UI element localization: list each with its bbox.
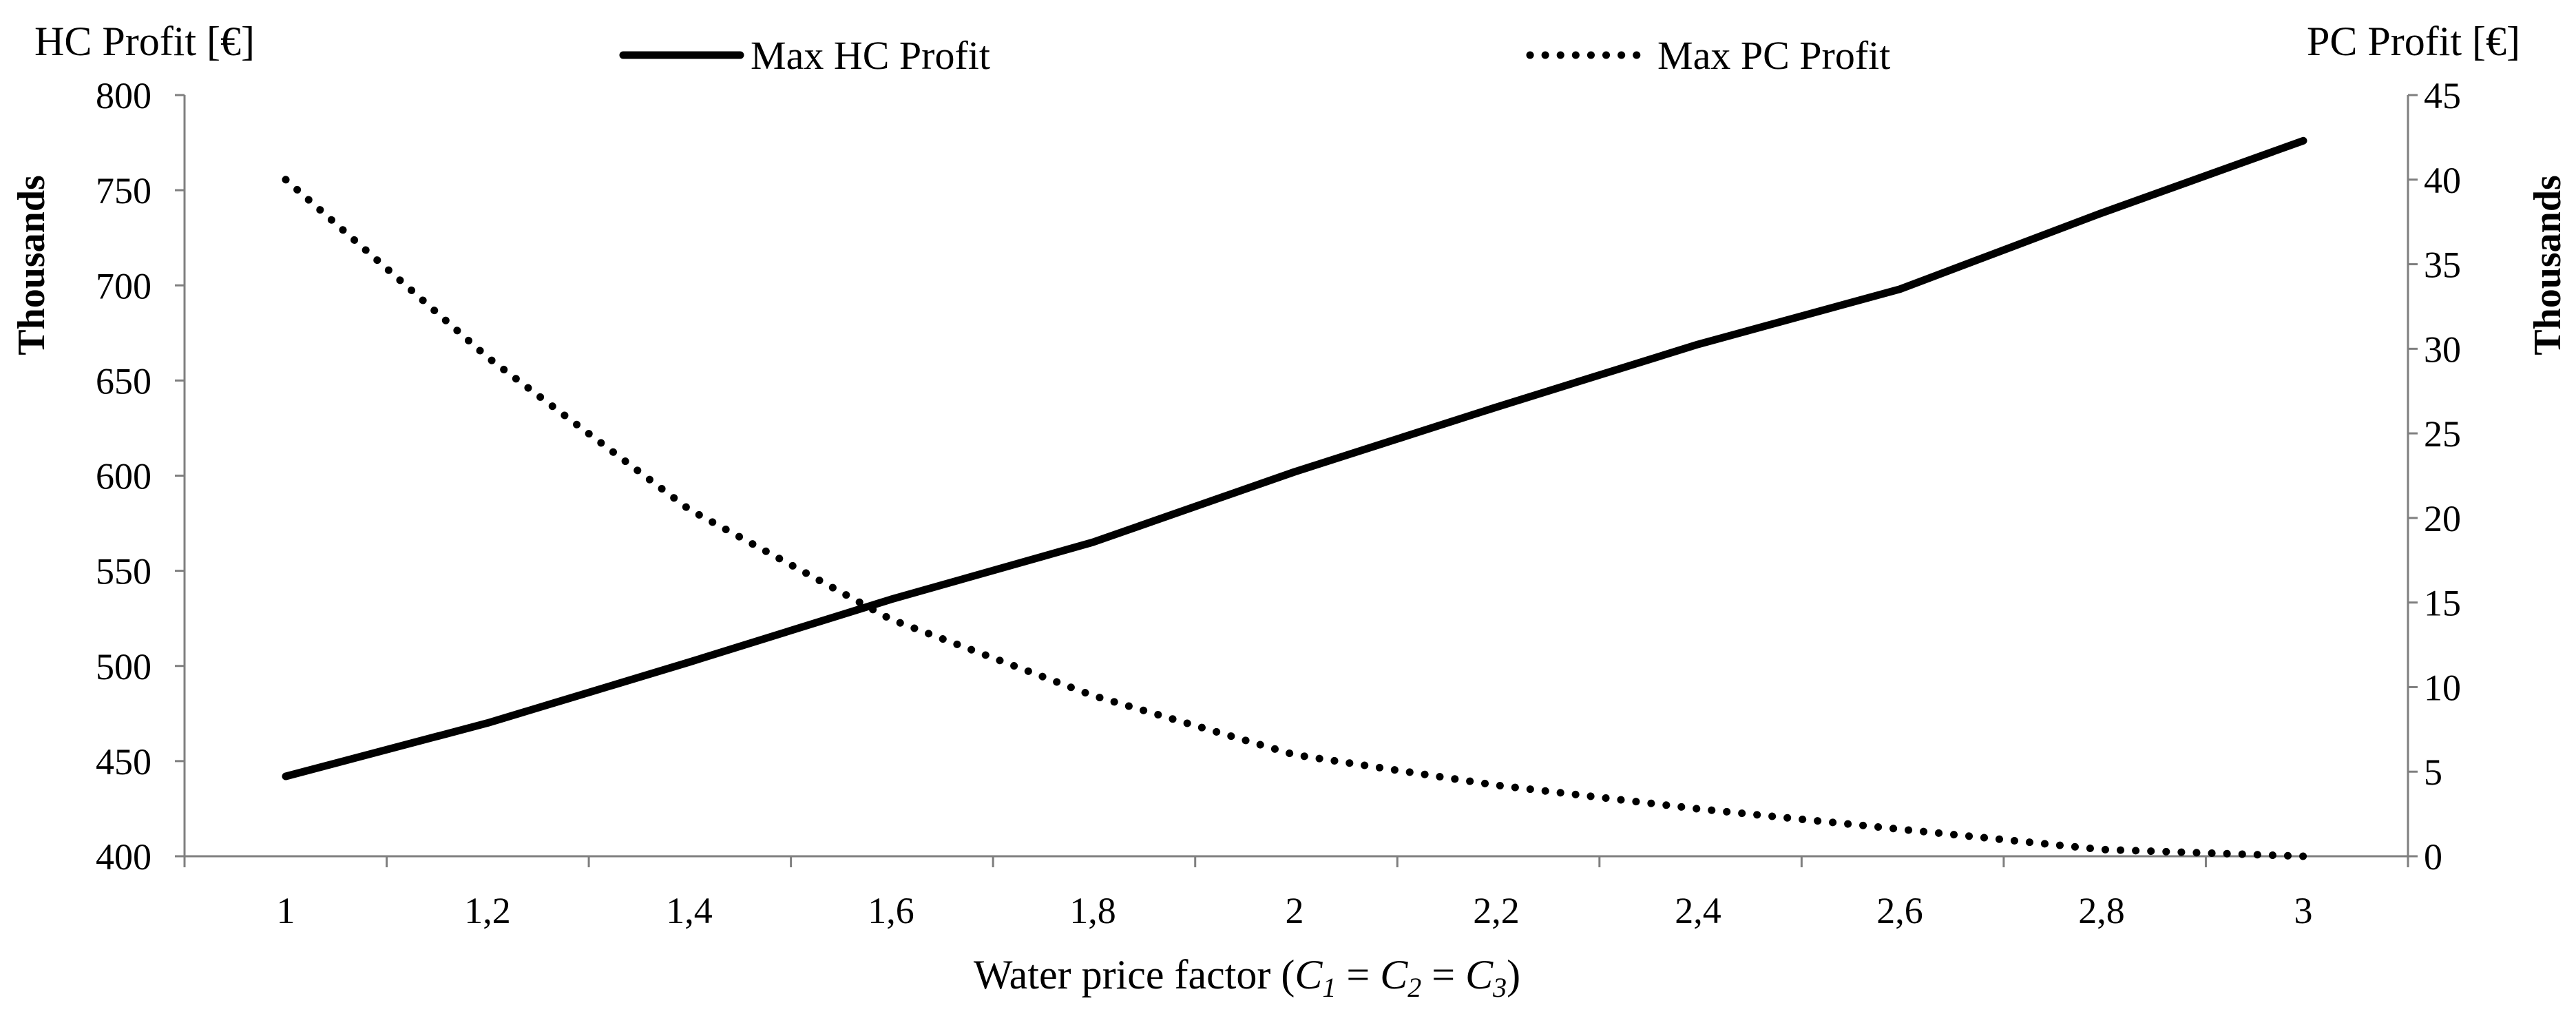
right-tick-label: 25 — [2424, 413, 2461, 455]
x-axis-ticks: 1 1,2 1,4 1,6 1,8 2 2,2 2,4 2,6 2,8 3 — [183, 856, 2409, 931]
point-max-pc-profit — [486, 356, 489, 359]
left-units-label: Thousands — [10, 175, 53, 355]
x-tick-label: 1,6 — [868, 890, 914, 931]
x-axis-title: Water price factor (C1 = C2 = C3) — [974, 952, 1520, 1003]
right-tick-label: 20 — [2424, 498, 2461, 539]
right-tick-label: 0 — [2424, 836, 2442, 878]
point-max-pc-profit — [1091, 694, 1094, 697]
x-tick-label: 1 — [277, 890, 295, 931]
series-line-max-hc-profit — [282, 136, 2307, 780]
left-axis-ticks: 400 450 500 550 600 650 700 750 800 — [96, 75, 185, 878]
left-tick-label: 450 — [96, 741, 151, 783]
x-tick-label: 2,2 — [1473, 890, 1520, 931]
legend-label-hc: Max HC Profit — [751, 33, 990, 78]
x-tick-label: 1,2 — [464, 890, 511, 931]
series-line-max-pc-profit — [282, 176, 2307, 860]
left-tick-label: 650 — [96, 360, 151, 402]
right-tick-label: 30 — [2424, 329, 2461, 370]
left-tick-label: 400 — [96, 836, 151, 878]
right-axis-title: PC Profit [€] — [2307, 19, 2520, 64]
legend-label-pc: Max PC Profit — [1657, 33, 1890, 78]
left-tick-label: 500 — [96, 646, 151, 687]
point-max-pc-profit — [890, 618, 892, 621]
right-tick-label: 10 — [2424, 667, 2461, 708]
left-axis-title: HC Profit [€] — [34, 19, 255, 64]
x-tick-label: 3 — [2294, 890, 2313, 931]
left-tick-label: 550 — [96, 551, 151, 592]
right-tick-label: 35 — [2424, 245, 2461, 286]
right-tick-label: 15 — [2424, 583, 2461, 624]
x-tick-label: 1,4 — [666, 890, 713, 931]
right-tick-label: 45 — [2424, 75, 2461, 116]
x-tick-label: 2,4 — [1675, 890, 1721, 931]
left-tick-label: 700 — [96, 265, 151, 307]
point-max-pc-profit — [1293, 754, 1296, 756]
right-tick-label: 5 — [2424, 752, 2442, 793]
x-tick-label: 1,8 — [1069, 890, 1116, 931]
x-tick-label: 2,8 — [2078, 890, 2125, 931]
right-tick-label: 40 — [2424, 160, 2461, 201]
left-tick-label: 600 — [96, 456, 151, 497]
point-max-pc-profit — [1898, 828, 1901, 831]
legend: Max HC Profit Max PC Profit — [619, 33, 1890, 78]
left-tick-label: 750 — [96, 170, 151, 211]
right-axis-ticks: 0 5 10 15 20 25 30 35 40 45 — [2408, 75, 2461, 878]
left-tick-label: 800 — [96, 75, 151, 116]
right-units-label: Thousands — [2526, 175, 2569, 355]
x-tick-label: 2,6 — [1876, 890, 1923, 931]
x-tick-label: 2 — [1286, 890, 1304, 931]
